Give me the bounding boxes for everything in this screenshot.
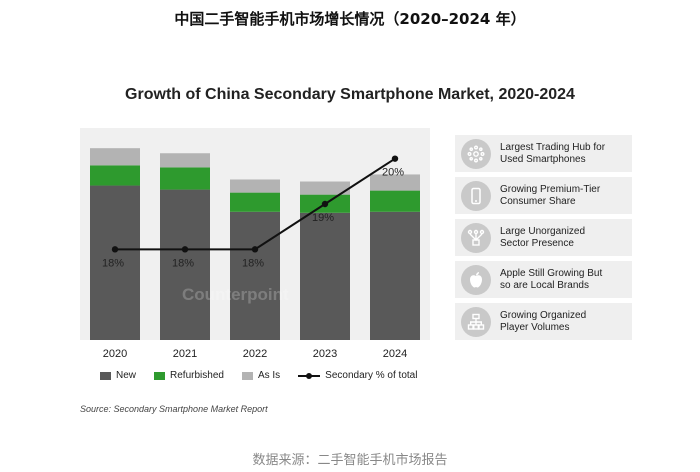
highlight-text: Apple Still Growing But so are Local Bra… <box>500 267 603 291</box>
point-secondary-share-2022 <box>251 246 259 253</box>
bar-refurbished-2021 <box>160 167 210 190</box>
data-label-secondary-share: 20% <box>382 167 404 179</box>
legend-swatch-line <box>298 372 321 380</box>
bar-refurbished-2022 <box>230 192 280 212</box>
highlight-item: Apple Still Growing But so are Local Bra… <box>455 261 632 298</box>
legend-label-new: New <box>116 370 137 381</box>
bar-new-2024 <box>370 211 420 340</box>
legend-item-as-is: As Is <box>241 370 281 381</box>
chart-legend: New Refurbished As Is Secondary % of tot… <box>100 370 417 381</box>
point-secondary-share-2020 <box>111 246 119 253</box>
highlight-item: Largest Trading Hub for Used Smartphones <box>455 135 632 172</box>
watermark: Counterpoint <box>182 285 289 304</box>
network-icon <box>461 222 491 253</box>
bar-refurbished-2020 <box>90 165 140 186</box>
x-tick-label: 2021 <box>173 348 197 360</box>
highlight-item: Growing Organized Player Volumes <box>455 303 632 340</box>
legend-swatch-refurbished <box>154 371 166 380</box>
footer-source: 数据来源：二手智能手机市场报告 <box>252 453 448 468</box>
bar-refurbished-2024 <box>370 190 420 212</box>
hub-icon <box>461 138 491 169</box>
bar-new-2021 <box>160 189 210 340</box>
bar-as-is-2021 <box>160 153 210 168</box>
source-note: Source: Secondary Smartphone Market Repo… <box>80 404 268 414</box>
data-label-secondary-share: 18% <box>172 257 194 269</box>
legend-label-refurbished: Refurbished <box>170 370 224 381</box>
legend-swatch-new <box>100 371 111 380</box>
data-label-secondary-share: 18% <box>242 257 264 269</box>
bar-as-is-2020 <box>90 148 140 166</box>
x-tick-label: 2024 <box>383 348 407 360</box>
highlight-item: Growing Premium-Tier Consumer Share <box>455 177 632 214</box>
legend-label-secondary-share: Secondary % of total <box>325 370 418 381</box>
point-secondary-share-2021 <box>181 246 189 253</box>
highlight-text: Growing Premium-Tier Consumer Share <box>500 183 601 207</box>
highlights-panel: Largest Trading Hub for Used Smartphones… <box>455 135 632 345</box>
organization-icon <box>461 306 491 337</box>
chart-title: Growth of China Secondary Smartphone Mar… <box>125 86 575 103</box>
legend-item-refurbished: Refurbished <box>154 370 224 381</box>
page-title: 中国二手智能手机市场增长情况（2020–2024 年） <box>174 10 526 28</box>
bar-as-is-2023 <box>300 181 350 195</box>
bar-new-2020 <box>90 185 140 340</box>
x-tick-label: 2023 <box>313 348 337 360</box>
point-secondary-share-2023 <box>321 200 329 208</box>
data-label-secondary-share: 19% <box>312 212 334 224</box>
legend-item-secondary-share: Secondary % of total <box>298 370 417 381</box>
highlight-text: Growing Organized Player Volumes <box>500 309 587 333</box>
highlight-text: Largest Trading Hub for Used Smartphones <box>500 141 606 165</box>
bar-new-2022 <box>230 211 280 340</box>
x-tick-label: 2022 <box>243 348 267 360</box>
legend-swatch-as-is <box>241 371 253 380</box>
legend-item-new: New <box>100 370 136 381</box>
bar-as-is-2022 <box>230 179 280 193</box>
point-secondary-share-2024 <box>391 155 399 162</box>
highlight-item: Large Unorganized Sector Presence <box>455 219 632 256</box>
legend-label-as-is: As Is <box>257 370 281 381</box>
data-label-secondary-share: 18% <box>102 257 124 269</box>
highlight-text: Large Unorganized Sector Presence <box>500 225 586 249</box>
x-tick-label: 2020 <box>103 348 127 360</box>
bar-new-2023 <box>300 212 350 340</box>
apple-icon <box>461 264 491 295</box>
bar-as-is-2024 <box>370 174 420 191</box>
phone-icon <box>461 180 491 211</box>
